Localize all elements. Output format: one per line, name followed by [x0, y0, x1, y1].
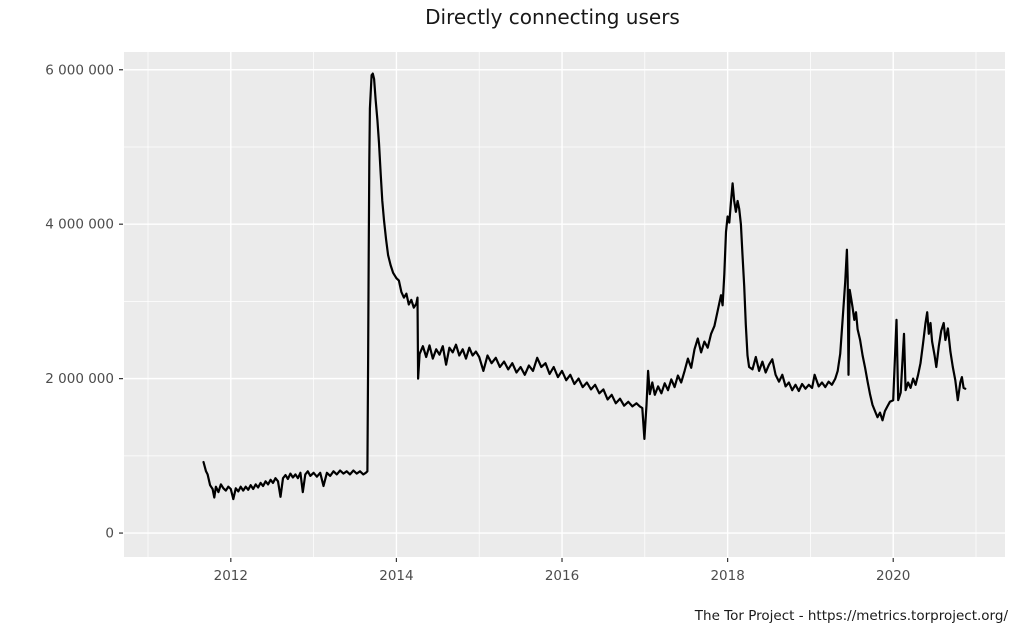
data-line-directly-connecting-users — [202, 72, 967, 501]
x-axis-tick-label: 2012 — [214, 568, 248, 584]
x-axis-tick-label: 2016 — [545, 568, 579, 584]
y-axis-tick-label: 2 000 000 — [45, 371, 114, 387]
y-axis-tick-label: 4 000 000 — [45, 217, 114, 233]
panel-background — [124, 52, 1005, 557]
chart-caption: The Tor Project - https://metrics.torpro… — [694, 608, 1008, 624]
y-axis-tick-label: 6 000 000 — [45, 62, 114, 78]
x-axis-tick-label: 2020 — [876, 568, 910, 584]
x-axis-tick-label: 2018 — [710, 568, 744, 584]
x-axis-tick-label: 2014 — [379, 568, 413, 584]
chart-title: Directly connecting users — [425, 5, 680, 29]
y-axis-tick-label: 0 — [105, 526, 114, 542]
